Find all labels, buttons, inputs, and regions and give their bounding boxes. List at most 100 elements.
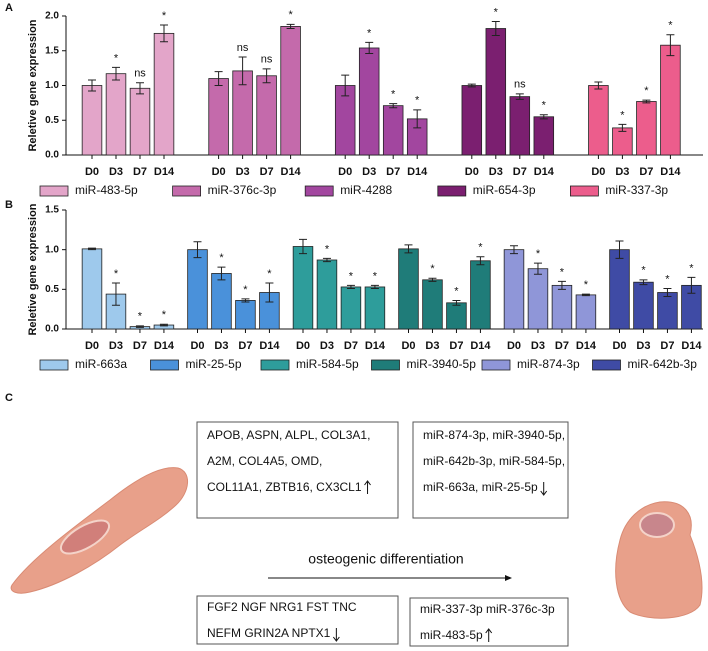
legend-swatch (172, 185, 202, 197)
x-tick-label: D7 (133, 166, 147, 178)
bar (657, 292, 678, 330)
significance-label: * (243, 284, 248, 296)
box-line: NEFM GRIN2A NPTX1 (207, 626, 331, 640)
bar (398, 248, 419, 330)
box-line: APOB, ASPN, ALPL, COL3A1, (207, 428, 370, 442)
error-bar (666, 34, 675, 57)
significance-label: * (689, 262, 694, 274)
significance-label: * (644, 85, 649, 97)
error-bar (370, 284, 379, 290)
significance-label: * (620, 109, 625, 121)
bar (340, 286, 362, 330)
box-line: A2M, COL4A5, OMD, (207, 454, 322, 468)
error-bar (112, 66, 120, 81)
significance-label: * (219, 252, 224, 264)
x-tick-label: D3 (320, 340, 334, 352)
gene-box (196, 421, 399, 519)
down-arrow (540, 482, 548, 496)
box-line: miR-874-3p, miR-3940-5p, (423, 428, 565, 442)
error-bar (160, 24, 168, 43)
x-tick-label: D0 (212, 166, 226, 178)
error-bar (217, 266, 226, 281)
error-bar (428, 277, 437, 282)
bar (503, 249, 525, 330)
nucleus (59, 519, 111, 555)
gene-box (196, 595, 399, 645)
arrow-head (505, 575, 512, 581)
x-tick-label: D14 (154, 340, 175, 352)
bar (211, 273, 232, 330)
significance-label: ns (237, 42, 249, 54)
error-bar (238, 56, 247, 86)
legend-swatch (371, 359, 400, 371)
bar (612, 127, 633, 156)
x-tick-label: D0 (612, 340, 626, 352)
error-bar (241, 298, 250, 303)
bar (575, 294, 597, 330)
bar (153, 32, 175, 156)
y-tick-label: 0.0 (45, 324, 59, 335)
bar (461, 85, 483, 156)
x-tick-label: D7 (639, 166, 653, 178)
error-bar (298, 238, 307, 255)
significance-label: * (367, 27, 372, 39)
bar (551, 284, 573, 330)
legend-label: miR-663a (75, 357, 127, 371)
x-tick-label: D14 (281, 166, 302, 178)
significance-label: * (138, 311, 143, 323)
error-bar (642, 99, 651, 104)
x-tick-label: D3 (489, 166, 503, 178)
box-line: COL11A1, ZBTB16, CX3CL1 (207, 480, 362, 494)
bar (470, 260, 491, 330)
bar (446, 302, 467, 330)
x-tick-label: D7 (660, 340, 674, 352)
box-line: miR-642b-3p, miR-584-5p, (423, 454, 565, 468)
error-bar (581, 293, 590, 297)
x-tick-label: D0 (591, 166, 605, 178)
significance-label: * (560, 266, 565, 278)
bar (527, 268, 549, 330)
error-bar (286, 23, 295, 30)
x-tick-label: D14 (365, 340, 386, 352)
box-line: FGF2 NGF NRG1 FST TNC (207, 600, 357, 614)
bar (129, 87, 151, 156)
legend-label: miR-874-3p (517, 357, 580, 371)
significance-label: * (668, 20, 673, 32)
error-bar (88, 79, 96, 92)
error-bar (615, 240, 624, 259)
bar (509, 96, 531, 156)
bar (316, 259, 338, 330)
error-bar (539, 114, 548, 120)
x-tick-label: D14 (681, 340, 702, 352)
bar (364, 286, 386, 330)
x-tick-label: D7 (555, 340, 569, 352)
error-bar (467, 83, 476, 88)
error-bar (515, 93, 524, 100)
significance-label: * (162, 309, 167, 321)
significance-label: * (267, 268, 272, 280)
error-bar (262, 68, 271, 84)
error-bar (136, 82, 144, 95)
bar (636, 101, 657, 156)
legend-label: miR-25-5p (186, 357, 242, 371)
box-line: miR-483-5p (420, 628, 483, 642)
x-tick-label: D7 (133, 340, 147, 352)
y-tick-label: 1.5 (45, 45, 59, 56)
significance-label: * (373, 270, 378, 282)
bar (105, 73, 127, 156)
legend-swatch (481, 359, 511, 371)
bar (533, 116, 555, 156)
error-bar (111, 282, 120, 306)
x-tick-label: D3 (236, 166, 250, 178)
error-bar (557, 280, 566, 290)
error-bar (389, 103, 398, 109)
bar (609, 249, 630, 330)
error-bar (365, 41, 374, 55)
x-tick-label: D0 (296, 340, 310, 352)
error-bar (346, 284, 355, 290)
x-tick-label: D3 (214, 340, 228, 352)
significance-label: * (325, 243, 330, 255)
legend-swatch (260, 359, 290, 371)
x-tick-label: D7 (449, 340, 463, 352)
error-bar (135, 325, 144, 328)
